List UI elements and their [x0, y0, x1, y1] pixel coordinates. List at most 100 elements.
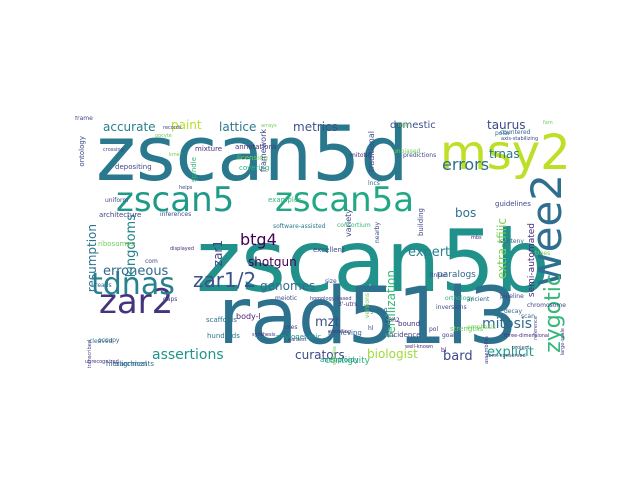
word-26: genomes — [260, 279, 316, 293]
word-6: zar2 — [99, 282, 174, 322]
word-96: goal — [442, 332, 455, 339]
word-115: helps — [179, 185, 193, 191]
word-51: consortium — [337, 222, 371, 229]
word-74: polar — [495, 130, 511, 137]
word-113: crossing — [103, 147, 124, 153]
word-17: explicit — [487, 345, 534, 360]
word-32: biologist — [367, 347, 418, 361]
word-88: reads — [95, 282, 112, 289]
word-92: hl — [368, 325, 374, 332]
word-90: scan — [521, 313, 535, 320]
word-121: transcribed — [87, 339, 93, 368]
word-127: reference — [533, 316, 539, 340]
word-48: inferences — [160, 211, 192, 218]
word-39: contiguity — [325, 356, 370, 366]
word-55: strengths — [450, 325, 484, 333]
word-0: zscan5b — [196, 212, 550, 312]
word-57: inversions — [436, 304, 467, 311]
word-22: paint — [171, 118, 202, 132]
word-109: kmer — [169, 152, 182, 158]
word-37: semi-automated — [527, 223, 537, 298]
word-84: framework — [259, 129, 268, 173]
word-33: fertilization — [384, 270, 398, 338]
word-47: covering — [239, 164, 270, 172]
word-83: traditional — [367, 131, 376, 173]
word-78: bound — [398, 320, 421, 328]
word-67: emphasis — [467, 324, 496, 331]
word-98: roles — [283, 324, 298, 331]
word-36: domestic — [390, 120, 436, 131]
word-1: rad51l3 — [218, 272, 518, 362]
word-70: predictions — [403, 152, 437, 159]
word-46: licensing — [237, 154, 268, 162]
word-79: variety — [344, 209, 353, 237]
word-5: zscan5a — [275, 180, 415, 220]
word-93: c3h2 — [385, 317, 400, 324]
word-91: occupy — [98, 337, 120, 344]
word-102: size — [325, 278, 337, 285]
word-4: zscan5 — [116, 180, 235, 220]
word-49: architecture — [99, 211, 142, 219]
word-106: 3'-utrs — [338, 301, 358, 308]
word-61: alignments — [115, 360, 155, 368]
word-75: countered — [500, 129, 531, 136]
word-30: extra-tfiiic — [495, 218, 509, 280]
word-66: ancient — [467, 296, 490, 303]
word-13: mitosis — [482, 316, 533, 332]
word-94: pol — [429, 326, 439, 333]
word-20: lattice — [219, 120, 257, 134]
word-63: scaffolds — [206, 316, 237, 324]
word-86: com — [145, 258, 158, 265]
word-117: synthesis — [252, 332, 276, 338]
word-19: accurate — [103, 120, 156, 134]
word-54: pipeline — [500, 293, 524, 300]
word-59: retrieving — [328, 329, 362, 337]
word-21: metrics — [293, 120, 338, 134]
word-44: depositing — [115, 163, 152, 171]
word-82: uniform — [105, 197, 129, 204]
word-16: bard — [443, 349, 473, 364]
word-114: arrays — [261, 123, 277, 129]
word-45: spindle — [190, 157, 198, 183]
word-108: oocyte — [155, 133, 172, 139]
word-123: well-known — [405, 344, 434, 350]
word-64: excellent — [313, 246, 345, 254]
word-62: hierarchical — [106, 360, 147, 368]
word-41: hundreds — [207, 332, 240, 340]
word-120: unrecognized — [85, 359, 119, 365]
word-112: axis-stabilizing — [501, 136, 539, 142]
word-40: body-l — [236, 312, 261, 321]
word-81: meiotic — [275, 295, 298, 302]
word-107: records — [163, 125, 182, 131]
word-104: nearby — [374, 222, 381, 243]
word-73: mitotic — [350, 152, 371, 159]
word-3: msy2 — [440, 125, 571, 181]
word-97: green — [370, 307, 388, 314]
word-23: taurus — [487, 118, 526, 132]
word-12: assertions — [152, 347, 224, 363]
word-87: gaps — [163, 296, 178, 303]
word-130: frame — [75, 116, 93, 122]
word-2: zscan5d — [96, 116, 409, 198]
word-14: btg4 — [240, 230, 277, 249]
word-119: encoding — [328, 329, 351, 335]
word-38: paralogs — [437, 270, 476, 280]
word-15: curators — [295, 348, 345, 362]
word-128: large-scale — [560, 328, 566, 356]
word-cloud: zscan5b rad51l3 zscan5d msy2 zscan5 zscan5a za… — [75, 116, 585, 368]
word-80: building — [417, 208, 425, 237]
word-72: examples — [268, 196, 302, 204]
word-43: annotations — [235, 143, 277, 151]
word-52: guidelines — [495, 200, 531, 208]
word-53: synteny — [500, 238, 524, 245]
word-56: orthology — [445, 295, 474, 302]
word-111: fam — [543, 120, 553, 126]
word-34: shotgun — [248, 255, 297, 269]
word-68: incidence — [387, 331, 421, 339]
word-58: phylogenetic — [276, 333, 322, 341]
word-24: trnas — [489, 147, 520, 161]
word-65: linker — [430, 272, 447, 279]
word-18: expert — [408, 245, 451, 260]
word-69: decay — [504, 308, 523, 315]
word-105: versions — [364, 293, 371, 319]
